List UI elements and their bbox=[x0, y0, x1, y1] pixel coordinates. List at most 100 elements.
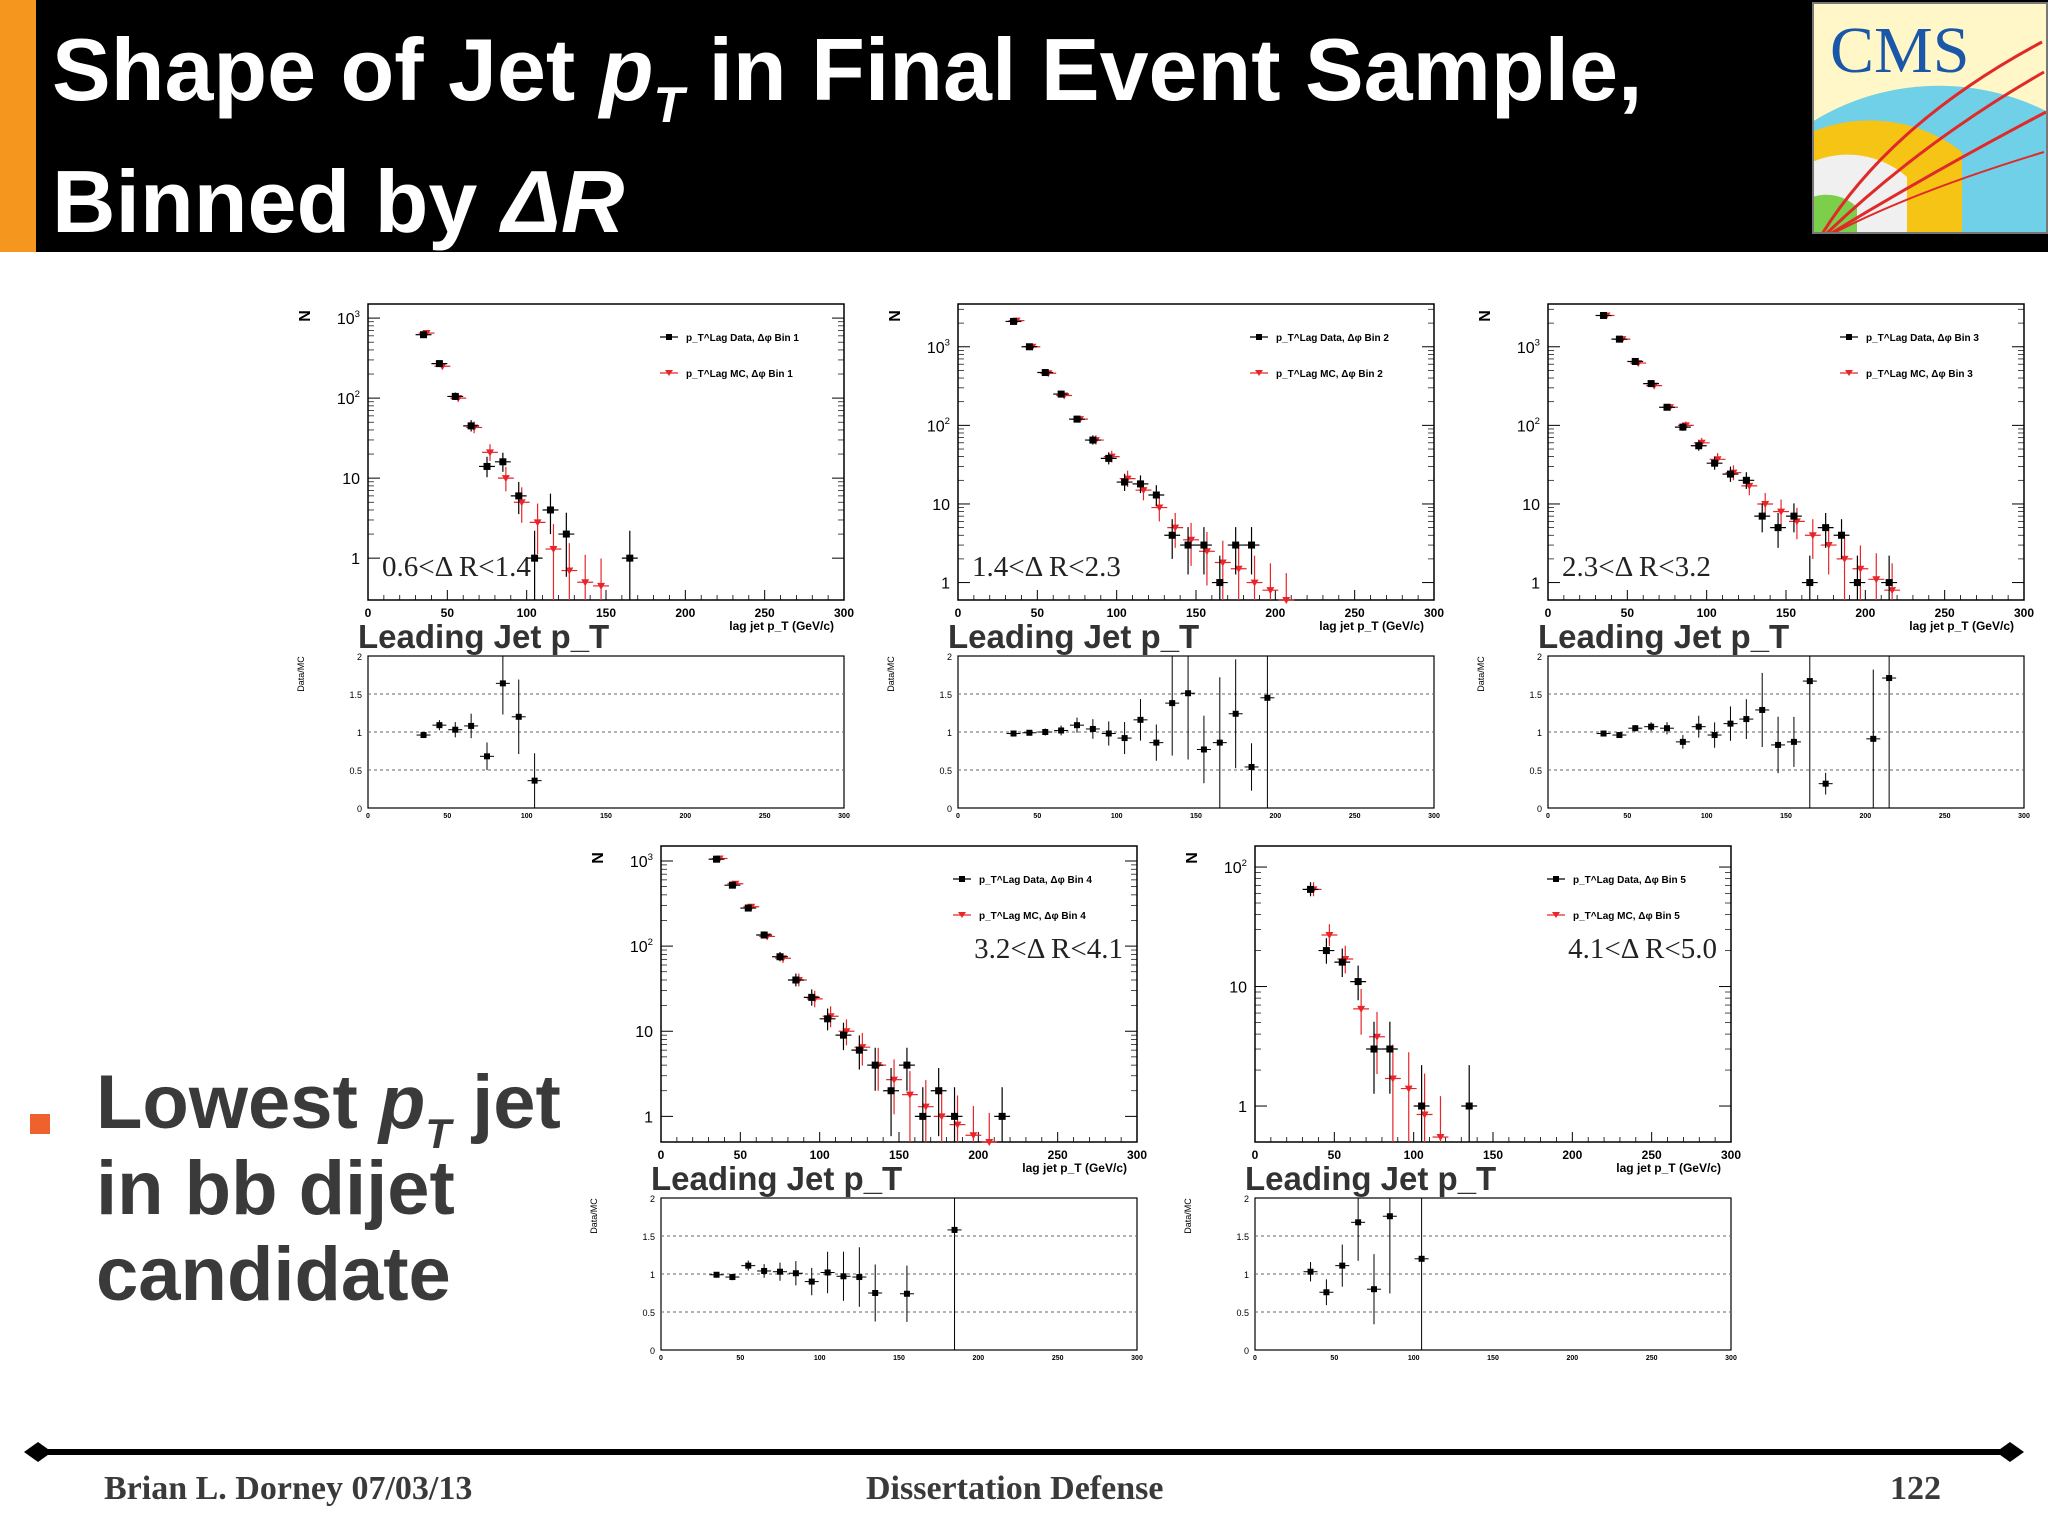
ratio-point bbox=[484, 753, 490, 760]
data-point bbox=[1089, 436, 1097, 444]
ratio-point bbox=[777, 1268, 783, 1275]
legend-data-marker bbox=[1846, 334, 1852, 340]
data-point bbox=[1774, 524, 1782, 532]
ratio-x-tick-label: 0 bbox=[366, 813, 370, 820]
data-point bbox=[1057, 390, 1065, 398]
data-point bbox=[1758, 512, 1766, 520]
ratio-point bbox=[761, 1267, 768, 1274]
ratio-x-tick-label: 300 bbox=[838, 813, 850, 820]
ratio-tick-label: 2 bbox=[650, 1194, 655, 1204]
title-accent-bar bbox=[0, 0, 36, 252]
data-point bbox=[919, 1112, 927, 1120]
data-point bbox=[1885, 579, 1893, 587]
data-point bbox=[1465, 1102, 1473, 1110]
x-axis-label: lag jet p_T (GeV/c) bbox=[1909, 619, 2014, 633]
y-tick-label: 10 bbox=[1522, 497, 1540, 514]
bullet-text-1: Lowest bbox=[96, 1060, 379, 1145]
y-tick-label: 10 bbox=[342, 471, 360, 488]
ratio-x-tick-label: 0 bbox=[659, 1355, 663, 1362]
y-tick-label: 103 bbox=[1517, 338, 1540, 357]
data-point bbox=[451, 392, 459, 400]
data-point bbox=[1370, 1045, 1378, 1053]
ratio-point bbox=[1418, 1255, 1425, 1262]
ratio-x-tick-label: 100 bbox=[1111, 813, 1123, 820]
ratio-point bbox=[1169, 700, 1176, 707]
data-point bbox=[855, 1046, 863, 1054]
ratio-y-label: Data/MC bbox=[296, 656, 306, 692]
ratio-tick-label: 1 bbox=[357, 728, 362, 738]
data-point bbox=[467, 422, 475, 430]
mc-point bbox=[905, 1091, 914, 1099]
mc-point bbox=[921, 1103, 930, 1111]
x-tick-label: 200 bbox=[1562, 1148, 1582, 1162]
ratio-point bbox=[824, 1269, 831, 1276]
data-point bbox=[420, 331, 428, 339]
plot-caption: Leading Jet p_T bbox=[651, 1160, 902, 1197]
data-point bbox=[1025, 343, 1033, 351]
mc-point bbox=[1824, 542, 1833, 550]
data-point bbox=[483, 462, 491, 470]
ratio-point bbox=[1648, 723, 1655, 730]
y-tick-label: 102 bbox=[337, 389, 360, 408]
data-point bbox=[887, 1087, 895, 1095]
title-text-1: Shape of Jet bbox=[52, 20, 600, 119]
ratio-tick-label: 1 bbox=[947, 728, 952, 738]
plot-caption: Leading Jet p_T bbox=[358, 618, 609, 655]
ratio-x-tick-label: 150 bbox=[1190, 813, 1202, 820]
legend-mc-marker bbox=[665, 370, 673, 376]
data-point bbox=[435, 360, 443, 368]
data-point bbox=[1711, 459, 1719, 467]
ratio-point bbox=[1355, 1219, 1362, 1226]
ratio-tick-label: 1 bbox=[650, 1270, 655, 1280]
data-point bbox=[1822, 524, 1830, 532]
ratio-point bbox=[1216, 739, 1223, 746]
data-point bbox=[546, 506, 554, 514]
ratio-x-tick-label: 0 bbox=[1253, 1355, 1257, 1362]
mc-point bbox=[1234, 565, 1243, 573]
x-tick-label: 100 bbox=[810, 1148, 830, 1162]
bin-label: 4.1<Δ R<5.0 bbox=[1568, 933, 1717, 965]
x-tick-label: 200 bbox=[675, 606, 695, 620]
mc-point bbox=[1761, 500, 1770, 508]
y-axis-label: N bbox=[297, 310, 314, 322]
mc-point bbox=[1388, 1075, 1397, 1083]
ratio-point bbox=[499, 680, 506, 687]
x-tick-label: 200 bbox=[968, 1148, 988, 1162]
data-point bbox=[1600, 311, 1608, 319]
data-point bbox=[1853, 579, 1861, 587]
cms-logo: CMS bbox=[1812, 2, 2048, 234]
title-text-2: in Final Event Sample, bbox=[684, 20, 1643, 119]
ratio-tick-label: 1.5 bbox=[939, 690, 952, 700]
ratio-point bbox=[1323, 1289, 1330, 1296]
ratio-point bbox=[1248, 763, 1255, 770]
ratio-tick-label: 1.5 bbox=[1236, 1232, 1249, 1242]
ratio-tick-label: 1.5 bbox=[349, 690, 362, 700]
data-point bbox=[808, 993, 816, 1001]
mc-point bbox=[597, 582, 606, 590]
mc-point bbox=[1218, 559, 1227, 567]
mc-point bbox=[1357, 1005, 1366, 1013]
ratio-tick-label: 0 bbox=[357, 804, 362, 814]
mc-point bbox=[1436, 1134, 1445, 1142]
data-point bbox=[1631, 357, 1639, 365]
data-point bbox=[626, 554, 634, 562]
ratio-point bbox=[1600, 730, 1607, 737]
mc-point bbox=[1420, 1111, 1429, 1119]
mc-point bbox=[1325, 931, 1334, 939]
data-point bbox=[1386, 1045, 1394, 1053]
data-point bbox=[760, 931, 768, 939]
data-point bbox=[1105, 454, 1113, 462]
ratio-y-label: Data/MC bbox=[1183, 1198, 1193, 1234]
mc-point bbox=[565, 567, 574, 575]
ratio-x-tick-label: 150 bbox=[893, 1355, 905, 1362]
ratio-point bbox=[1185, 690, 1192, 697]
ratio-point bbox=[1870, 735, 1877, 742]
data-point bbox=[1615, 335, 1623, 343]
bullet-var-p: p bbox=[378, 1060, 426, 1145]
ratio-point bbox=[1339, 1262, 1346, 1269]
legend-mc-marker bbox=[958, 912, 966, 918]
ratio-tick-label: 1 bbox=[1537, 728, 1542, 738]
ratio-tick-label: 0 bbox=[947, 804, 952, 814]
data-point bbox=[824, 1015, 832, 1023]
